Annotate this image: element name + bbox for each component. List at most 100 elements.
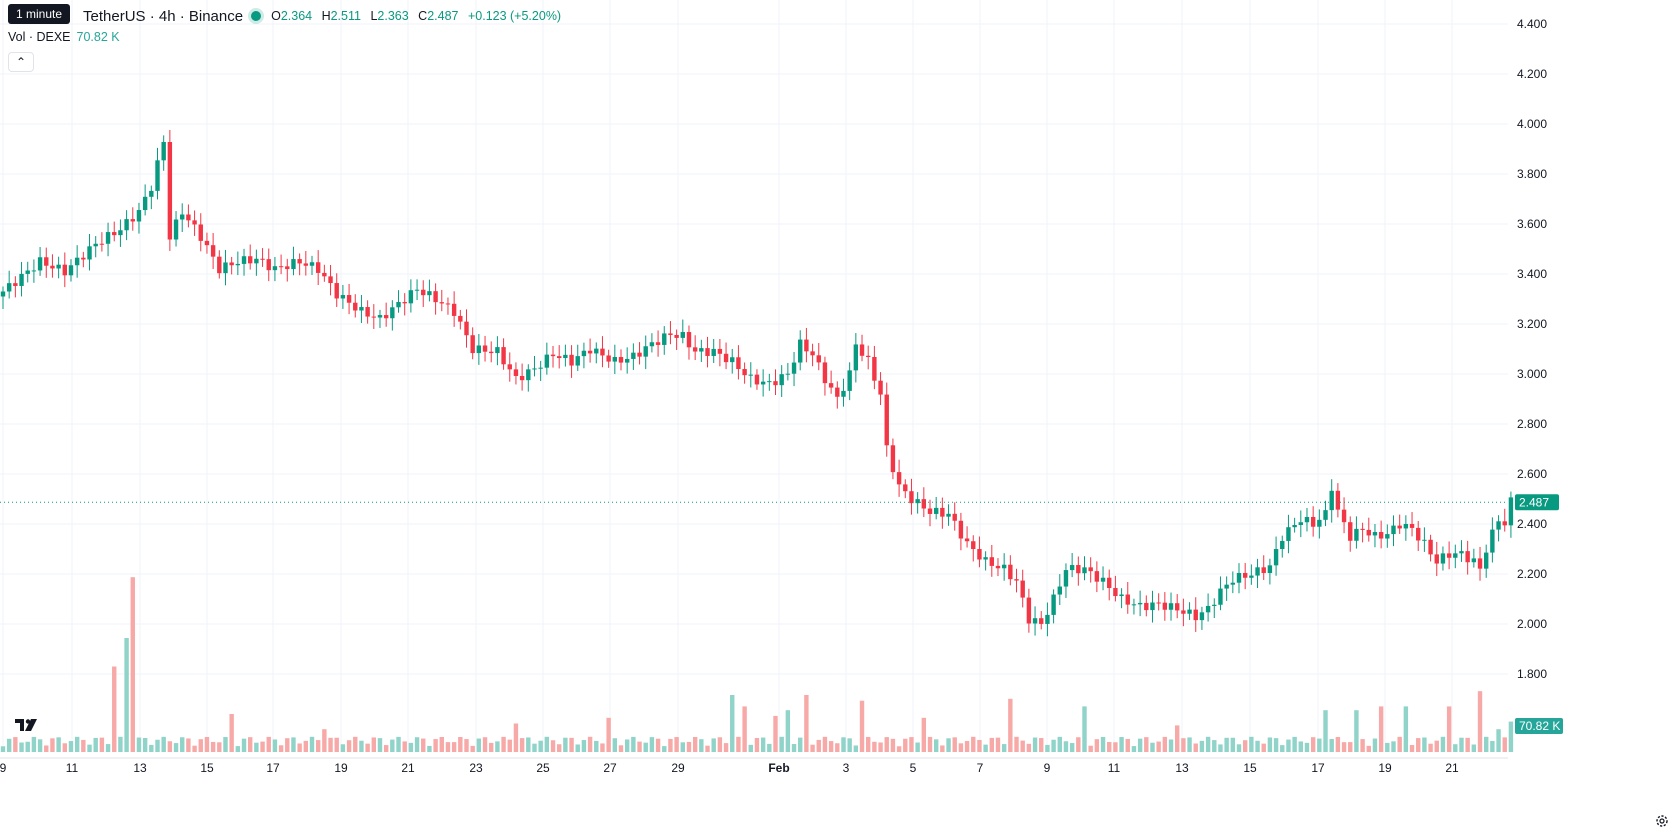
candle-body bbox=[828, 383, 834, 388]
candle-body bbox=[1236, 572, 1242, 583]
candle bbox=[847, 362, 852, 401]
candle bbox=[773, 369, 778, 396]
candle-body bbox=[655, 342, 661, 345]
volume-bar bbox=[1175, 725, 1180, 752]
candle bbox=[723, 342, 729, 370]
volume-bar bbox=[1137, 738, 1143, 752]
candle bbox=[760, 369, 766, 397]
candle bbox=[1391, 515, 1396, 547]
candle bbox=[810, 343, 815, 367]
candle bbox=[995, 558, 1001, 577]
candle-body bbox=[896, 472, 902, 485]
volume-bar bbox=[983, 744, 988, 752]
candle-body bbox=[933, 507, 939, 514]
volume-bar bbox=[958, 743, 964, 752]
volume-bar bbox=[773, 715, 778, 752]
volume-bar bbox=[940, 745, 945, 752]
candle-body bbox=[1496, 521, 1501, 530]
candle bbox=[1465, 540, 1470, 575]
candle bbox=[439, 289, 444, 312]
candle-body bbox=[1409, 523, 1415, 528]
candle-body bbox=[816, 355, 821, 363]
collapse-legend-button[interactable]: ⌃ bbox=[8, 52, 34, 72]
candle-body bbox=[1422, 539, 1427, 541]
candle-body bbox=[859, 344, 865, 356]
volume-bar bbox=[513, 723, 519, 752]
candle bbox=[167, 129, 173, 251]
candle bbox=[637, 342, 642, 365]
symbol-title[interactable]: TetherUS · 4h · Binance bbox=[83, 7, 244, 25]
candle bbox=[544, 342, 550, 375]
tradingview-logo[interactable] bbox=[14, 716, 42, 734]
volume-bar bbox=[192, 745, 197, 752]
candle bbox=[1020, 569, 1025, 608]
volume-bar bbox=[1335, 737, 1341, 752]
candle bbox=[99, 232, 105, 252]
time-tick-label: 19 bbox=[1378, 761, 1392, 775]
candle bbox=[692, 335, 698, 361]
candle-body bbox=[773, 381, 778, 386]
volume-bar bbox=[285, 738, 290, 752]
candle-body bbox=[1459, 551, 1464, 554]
candle bbox=[933, 496, 939, 520]
candle-body bbox=[1242, 572, 1248, 578]
candle-body bbox=[1502, 521, 1507, 526]
volume-bar bbox=[1440, 736, 1446, 752]
volume-bar bbox=[87, 744, 92, 752]
time-tick-label: 25 bbox=[536, 761, 550, 775]
candle-body bbox=[519, 375, 525, 381]
candle bbox=[618, 349, 624, 371]
candle-body bbox=[1317, 519, 1322, 527]
volume-bar bbox=[377, 738, 383, 752]
gear-icon[interactable] bbox=[1654, 813, 1670, 829]
volume-bar bbox=[1249, 736, 1254, 752]
volume-bar bbox=[946, 738, 951, 752]
volume-bar bbox=[359, 740, 364, 752]
volume-bar bbox=[581, 740, 587, 752]
candle-body bbox=[1310, 517, 1316, 527]
volume-bar bbox=[390, 739, 395, 752]
candle bbox=[62, 252, 67, 288]
volume-bar bbox=[476, 738, 482, 752]
candle-body bbox=[680, 332, 685, 338]
candle bbox=[309, 255, 315, 275]
candle bbox=[1366, 517, 1371, 542]
candle bbox=[971, 535, 976, 562]
volume-bar bbox=[866, 736, 871, 752]
volume-bar bbox=[692, 736, 698, 752]
volume-bar bbox=[767, 743, 772, 752]
candle-body bbox=[822, 362, 828, 384]
candle-body bbox=[717, 348, 723, 354]
volume-bar bbox=[371, 737, 376, 752]
market-status-icon bbox=[251, 11, 262, 21]
time-tick-label: 11 bbox=[66, 761, 79, 775]
volume-bar bbox=[340, 744, 346, 752]
volume-bar bbox=[408, 742, 414, 752]
candle bbox=[464, 309, 469, 348]
candle-body bbox=[1082, 567, 1087, 574]
volume-bar bbox=[229, 714, 234, 752]
volume-bar bbox=[1212, 740, 1217, 752]
candle bbox=[754, 369, 760, 390]
candle-body bbox=[260, 258, 265, 260]
candle bbox=[470, 327, 475, 360]
volume-bar bbox=[1403, 706, 1409, 752]
candle bbox=[964, 526, 970, 548]
candle-body bbox=[810, 351, 815, 356]
volume-bar bbox=[210, 741, 216, 752]
candle bbox=[56, 256, 61, 279]
volume-bar bbox=[779, 736, 784, 752]
candle bbox=[105, 222, 111, 257]
candle-body bbox=[68, 265, 74, 276]
candle bbox=[804, 327, 809, 363]
volume-bar bbox=[624, 739, 630, 752]
volume-bar bbox=[130, 577, 135, 752]
candle-body bbox=[1131, 604, 1137, 606]
candle-body bbox=[989, 557, 994, 566]
candle bbox=[1113, 575, 1118, 602]
candle-body bbox=[1063, 570, 1069, 587]
candle bbox=[940, 497, 945, 529]
candle bbox=[13, 276, 18, 298]
candle-body bbox=[1372, 532, 1378, 536]
